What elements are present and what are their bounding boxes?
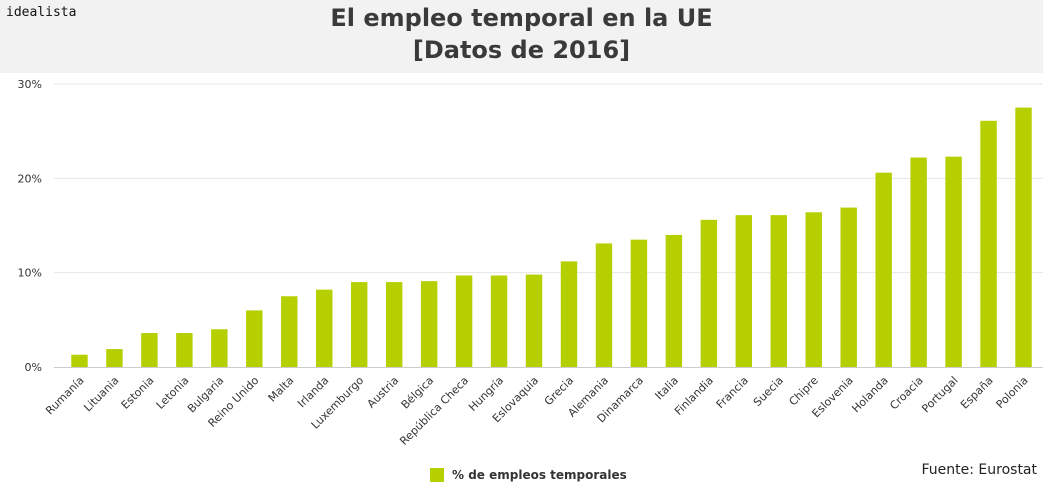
- bar[interactable]: [490, 275, 508, 367]
- bar[interactable]: [945, 156, 962, 367]
- legend[interactable]: % de empleos temporales: [430, 468, 627, 482]
- chart-title-line1: El empleo temporal en la UE: [330, 4, 713, 32]
- x-tick-label: Chipre: [786, 374, 821, 409]
- x-tick-label: Holanda: [849, 374, 890, 415]
- bar[interactable]: [630, 239, 648, 367]
- x-tick-label: Grecia: [542, 374, 576, 408]
- bar[interactable]: [840, 207, 857, 367]
- bar[interactable]: [770, 215, 787, 367]
- legend-swatch: [430, 468, 444, 482]
- y-tick-label: 0%: [25, 361, 42, 374]
- x-tick-label: Suecia: [751, 374, 786, 409]
- chart-header: [0, 0, 1043, 73]
- bar[interactable]: [211, 329, 228, 367]
- bar[interactable]: [316, 289, 333, 367]
- x-tick-label: Portugal: [919, 374, 960, 415]
- bar[interactable]: [350, 282, 368, 367]
- bar[interactable]: [141, 333, 158, 367]
- y-tick-label: 20%: [18, 172, 42, 185]
- x-tick-label: Italia: [653, 374, 681, 402]
- bar[interactable]: [735, 215, 753, 367]
- bar[interactable]: [281, 296, 298, 367]
- x-tick-label: España: [958, 374, 996, 412]
- bar[interactable]: [805, 212, 822, 367]
- bar[interactable]: [700, 219, 718, 367]
- x-tick-label: Lituania: [81, 374, 121, 414]
- x-tick-label: Francia: [714, 374, 751, 411]
- y-tick-label: 30%: [18, 78, 42, 91]
- bar[interactable]: [560, 261, 578, 367]
- bar[interactable]: [106, 349, 123, 367]
- x-tick-label: Austria: [365, 374, 402, 411]
- bar[interactable]: [176, 333, 193, 367]
- bar[interactable]: [385, 282, 403, 367]
- legend-label: % de empleos temporales: [452, 468, 627, 482]
- source-note: Fuente: Eurostat: [921, 462, 1038, 478]
- bar[interactable]: [875, 172, 892, 367]
- bar[interactable]: [455, 275, 473, 367]
- x-tick-label: Finlandia: [672, 374, 716, 418]
- x-tick-label: Polonia: [993, 374, 1030, 411]
- bar[interactable]: [246, 310, 263, 367]
- brand-logo: idealista: [6, 5, 77, 20]
- bar[interactable]: [980, 120, 997, 367]
- x-tick-label: Malta: [266, 374, 297, 405]
- bar[interactable]: [420, 281, 438, 367]
- chart-title: El empleo temporal en la UE [Datos de 20…: [0, 2, 1043, 66]
- bar[interactable]: [1015, 107, 1032, 367]
- bar[interactable]: [525, 274, 543, 367]
- chart-title-line2: [Datos de 2016]: [412, 36, 631, 64]
- bar[interactable]: [910, 157, 927, 367]
- x-tick-label: Estonia: [119, 374, 157, 412]
- bar[interactable]: [665, 234, 683, 367]
- x-tick-label: Rumanía: [43, 374, 86, 417]
- bar[interactable]: [71, 354, 88, 367]
- bar[interactable]: [595, 243, 613, 367]
- y-tick-label: 10%: [18, 267, 42, 280]
